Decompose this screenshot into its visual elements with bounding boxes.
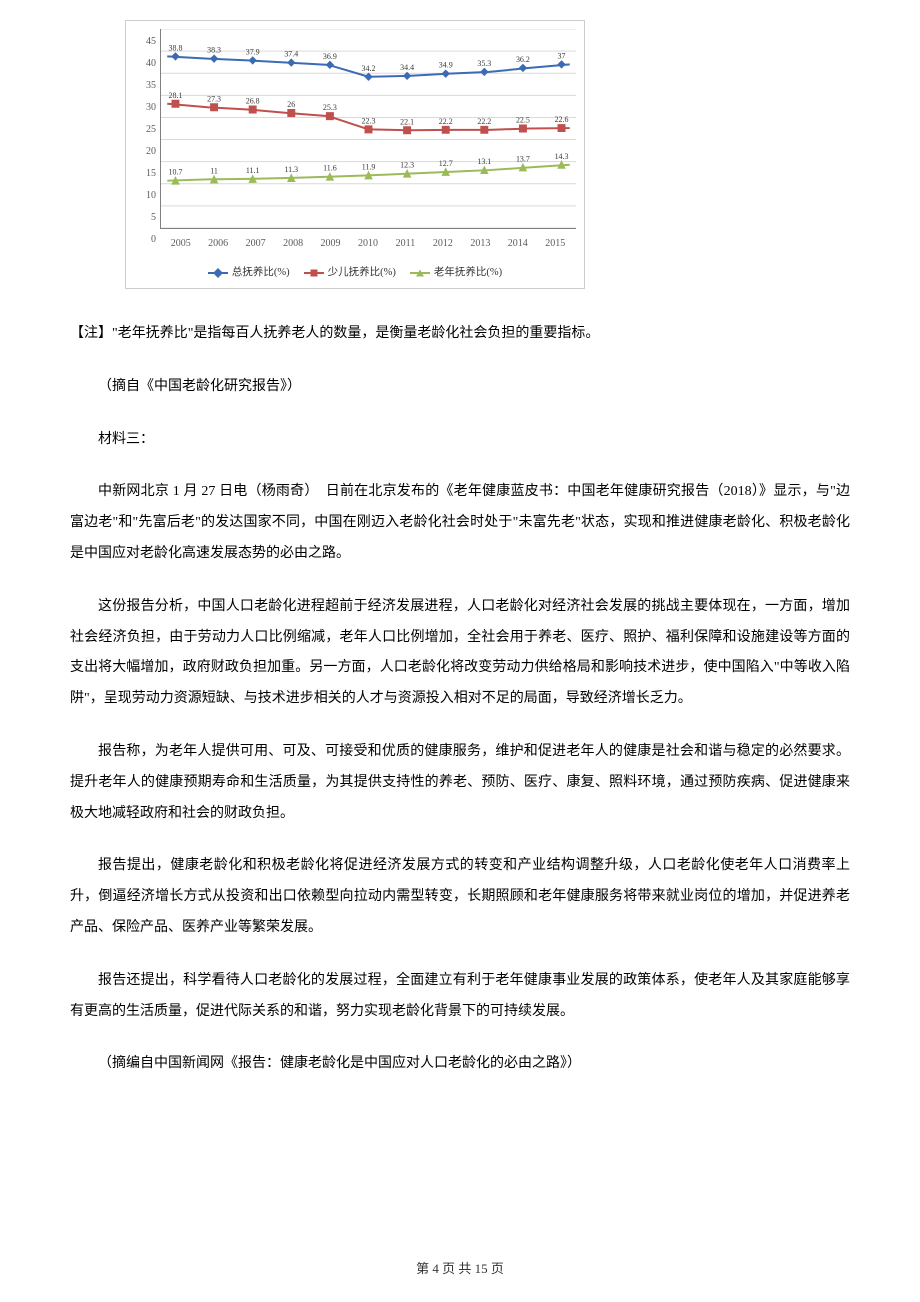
- svg-text:13.7: 13.7: [516, 154, 530, 163]
- paragraph-5: 报告还提出，科学看待人口老龄化的发展过程，全面建立有利于老年健康事业发展的政策体…: [70, 966, 850, 1028]
- svg-text:22.3: 22.3: [362, 116, 376, 125]
- svg-text:34.2: 34.2: [362, 64, 376, 73]
- source-material-2: （摘自《中国老龄化研究报告》）: [70, 372, 850, 403]
- page-footer: 第 4 页 共 15 页: [0, 1255, 920, 1284]
- x-axis-labels: 2005200620072008200920102011201220132014…: [160, 229, 576, 255]
- paragraph-4: 报告提出，健康老龄化和积极老龄化将促进经济发展方式的转变和产业结构调整升级，人口…: [70, 851, 850, 943]
- svg-text:11.9: 11.9: [362, 162, 376, 171]
- paragraph-1: 中新网北京 1 月 27 日电（杨雨奇） 日前在北京发布的《老年健康蓝皮书：中国…: [70, 477, 850, 569]
- svg-text:37.9: 37.9: [246, 47, 260, 56]
- svg-text:11: 11: [210, 166, 218, 175]
- paragraph-2: 这份报告分析，中国人口老龄化进程超前于经济发展进程，人口老龄化对经济社会发展的挑…: [70, 592, 850, 715]
- svg-text:10.7: 10.7: [169, 168, 183, 177]
- y-axis-labels: 454035302520151050: [134, 29, 160, 229]
- svg-text:38.8: 38.8: [169, 43, 183, 52]
- svg-text:12.3: 12.3: [400, 161, 414, 170]
- source-material-3: （摘编自中国新闻网《报告：健康老龄化是中国应对人口老龄化的必由之路》）: [70, 1049, 850, 1080]
- svg-text:22.2: 22.2: [477, 117, 491, 126]
- svg-text:22.2: 22.2: [439, 117, 453, 126]
- svg-text:25.3: 25.3: [323, 103, 337, 112]
- svg-text:13.1: 13.1: [477, 157, 491, 166]
- chart-container: 454035302520151050 38.838.337.937.436.93…: [125, 20, 585, 289]
- svg-text:26: 26: [287, 100, 295, 109]
- svg-text:27.3: 27.3: [207, 94, 221, 103]
- svg-text:22.5: 22.5: [516, 116, 530, 125]
- svg-text:28.1: 28.1: [169, 91, 183, 100]
- svg-text:11.6: 11.6: [323, 164, 337, 173]
- chart-legend: 总抚养比(%)少儿抚养比(%)老年抚养比(%): [134, 261, 576, 284]
- svg-text:35.3: 35.3: [477, 59, 491, 68]
- svg-text:37.4: 37.4: [284, 50, 298, 59]
- chart-area: 454035302520151050 38.838.337.937.436.93…: [134, 29, 576, 229]
- plot-area: 38.8 38.3 37.9 37.4 36.9 34.2 34.4 34.9 35.3 36.2…: [160, 29, 576, 229]
- svg-text:11.1: 11.1: [246, 166, 260, 175]
- svg-text:37: 37: [558, 51, 566, 60]
- svg-text:26.8: 26.8: [246, 97, 260, 106]
- svg-text:11.3: 11.3: [284, 165, 298, 174]
- svg-text:34.4: 34.4: [400, 63, 414, 72]
- svg-text:22.6: 22.6: [555, 115, 569, 124]
- chart-note: 【注】"老年抚养比"是指每百人抚养老人的数量，是衡量老龄化社会负担的重要指标。: [70, 319, 850, 350]
- svg-text:14.3: 14.3: [555, 152, 569, 161]
- svg-text:38.3: 38.3: [207, 46, 221, 55]
- svg-text:36.9: 36.9: [323, 52, 337, 61]
- material-3-heading: 材料三：: [70, 425, 850, 456]
- svg-text:12.7: 12.7: [439, 159, 453, 168]
- svg-text:36.2: 36.2: [516, 55, 530, 64]
- paragraph-3: 报告称，为老年人提供可用、可及、可接受和优质的健康服务，维护和促进老年人的健康是…: [70, 737, 850, 829]
- svg-text:22.1: 22.1: [400, 117, 414, 126]
- svg-text:34.9: 34.9: [439, 61, 453, 70]
